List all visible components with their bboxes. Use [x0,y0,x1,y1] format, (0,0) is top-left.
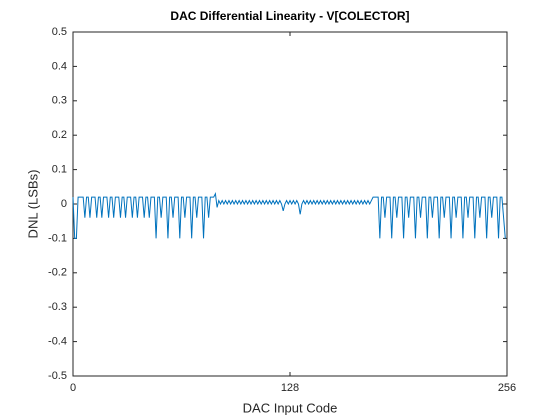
y-tick-label: -0.2 [48,267,67,279]
y-tick-label: -0.5 [48,370,67,382]
x-axis-label: DAC Input Code [243,400,338,415]
y-tick-label: -0.3 [48,301,67,313]
y-tick-label: 0.5 [52,26,67,38]
y-tick-label: 0.2 [52,129,67,141]
y-tick-label: 0.4 [52,60,67,72]
data-line [72,191,506,239]
y-tick-label: 0.1 [52,164,67,176]
x-tick-label: 256 [498,382,516,394]
chart-title: DAC Differential Linearity - V[COLECTOR] [170,9,409,23]
y-tick-label: 0 [61,198,67,210]
y-tick-label: -0.1 [48,232,67,244]
y-tick-label: 0.3 [52,95,67,107]
y-axis-label: DNL (LSBs) [25,170,40,239]
x-tick-label: 0 [70,382,76,394]
y-tick-label: -0.4 [48,336,67,348]
x-tick-label: 128 [281,382,299,394]
